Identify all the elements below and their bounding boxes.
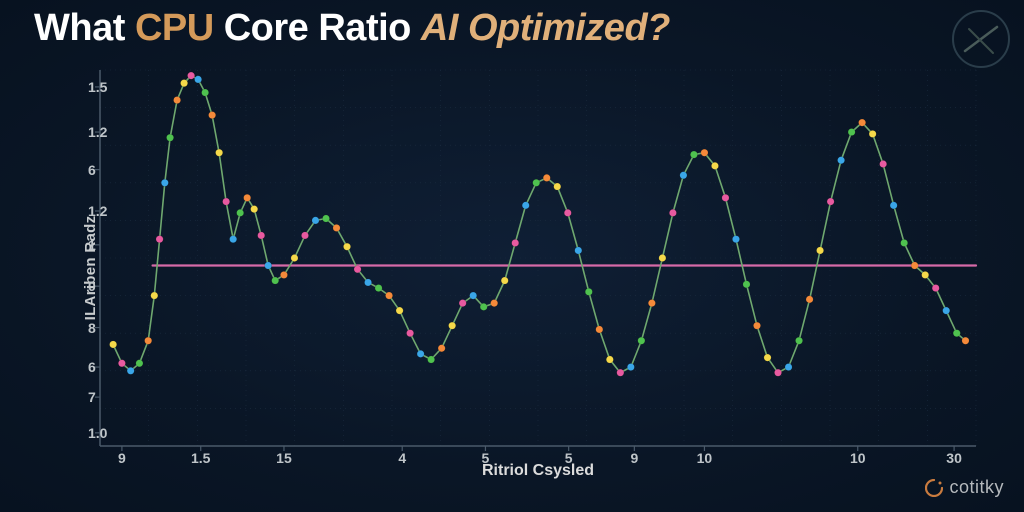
brand-text: cotitky (949, 477, 1004, 498)
title-part3: Core Ratio (214, 7, 421, 49)
compass-icon (959, 17, 1003, 61)
x-tick: 5 (565, 446, 573, 466)
page-title: What CPU Core Ratio AI Optimized? (34, 8, 670, 50)
title-part2: CPU (135, 7, 214, 49)
x-tick: 30 (946, 446, 962, 466)
y-tick: 6 (88, 359, 96, 375)
x-tick: 10 (850, 446, 866, 466)
y-tick: 1 (88, 237, 96, 253)
y-tick: 1.0 (88, 425, 96, 441)
y-tick: 1.5 (88, 79, 96, 95)
brand-icon (925, 479, 943, 497)
title-part4: AI Optimized? (421, 7, 670, 49)
title-part1: What (34, 7, 135, 49)
x-tick: 10 (697, 446, 713, 466)
x-tick: 4 (398, 446, 406, 466)
y-tick: 6 (88, 162, 96, 178)
x-tick: 5 (482, 446, 490, 466)
y-tick: 0 (88, 278, 96, 294)
x-tick: 1.5 (191, 446, 210, 466)
brand-mark: cotitky (925, 477, 1004, 498)
y-tick: 8 (88, 320, 96, 336)
x-tick: 15 (276, 446, 292, 466)
x-tick: 9 (630, 446, 638, 466)
chart-container: ILAriben Radz Ritriol Csysled 1.51.261.2… (88, 58, 988, 478)
x-tick: 9 (118, 446, 126, 466)
chart-plot (88, 58, 988, 478)
y-tick: 1.2 (88, 124, 96, 140)
y-tick: 1.2 (88, 203, 96, 219)
y-tick: 7 (88, 389, 96, 405)
